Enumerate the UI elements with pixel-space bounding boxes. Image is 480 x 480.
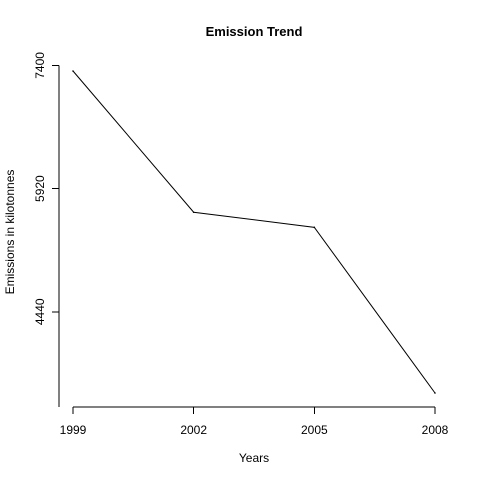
data-point	[313, 226, 316, 229]
x-tick-label: 2002	[180, 423, 207, 437]
x-tick-label: 2008	[422, 423, 449, 437]
y-axis: 4440 5920 7400	[33, 52, 60, 407]
y-tick-label: 7400	[33, 52, 47, 79]
x-axis: 1999 2002 2005 2008	[60, 406, 449, 437]
emission-trend-line	[72, 70, 436, 394]
x-tick-label: 2005	[301, 423, 328, 437]
y-tick-label: 5920	[33, 175, 47, 202]
y-axis-label: Emissions in kilotonnes	[3, 170, 17, 295]
data-point	[192, 211, 195, 214]
series-layer	[72, 70, 436, 394]
y-tick-label: 4440	[33, 298, 47, 325]
data-point	[434, 392, 436, 394]
x-axis-label: Years	[239, 451, 269, 465]
chart-title: Emission Trend	[206, 24, 303, 39]
data-point	[72, 70, 74, 72]
x-tick-label: 1999	[60, 423, 87, 437]
